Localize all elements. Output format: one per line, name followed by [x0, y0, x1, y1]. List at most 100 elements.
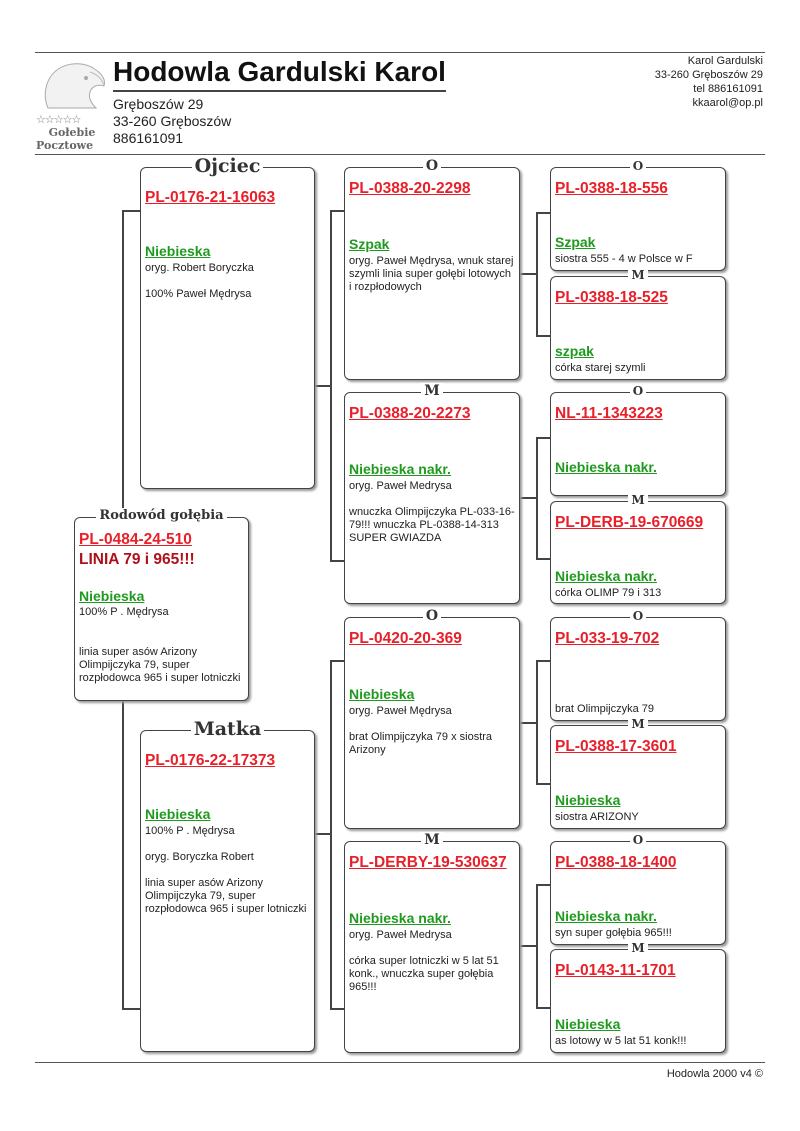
card-note: oryg. Robert Boryczka 100% Paweł Mędrysa [145, 262, 254, 300]
parent-label: M [345, 831, 519, 849]
pedigree-card-g3: O PL-0388-18-1400 Niebieska nakr. syn su… [550, 833, 726, 945]
contact-line: 33-260 Gręboszów 29 [654, 69, 763, 81]
connector-line [330, 560, 344, 562]
subject-card: Rodowód gołębia PL-0484-24-510 LINIA 79 … [74, 508, 249, 701]
color-name: Niebieska [349, 686, 415, 702]
color-name: szpak [555, 343, 594, 359]
color-name: Niebieska nakr. [349, 461, 451, 477]
connector-line [330, 660, 332, 1008]
ring-number: PL-0388-18-1400 [555, 854, 677, 871]
parent-label: O [551, 607, 725, 625]
connector-line [330, 1008, 344, 1010]
parent-label: O [345, 157, 519, 175]
parent-label: M [551, 491, 725, 509]
connector-line [536, 660, 538, 783]
pedigree-card-g3: M PL-0143-11-1701 Niebieska as lotowy w … [550, 941, 726, 1053]
logo-text-1: Gołebie [48, 126, 96, 139]
color-name: Niebieska nakr. [349, 910, 451, 926]
connector-line [536, 212, 538, 335]
connector-line [536, 884, 538, 1007]
subject-ring-number: PL-0484-24-510 [79, 531, 192, 548]
address-line: 33-260 Gręboszów [113, 113, 232, 129]
color-name: Niebieska nakr. [555, 568, 657, 584]
color-name: Szpak [555, 234, 596, 250]
parent-label: O [345, 607, 519, 625]
breeder-address: Gręboszów 29 33-260 Gręboszów 886161091 [113, 96, 231, 147]
ring-number: PL-0176-22-17373 [145, 752, 276, 769]
address-line: 886161091 [113, 130, 184, 146]
card-note: oryg. Paweł Medrysa wnuczka Olimpijczyka… [349, 480, 515, 544]
ring-number: PL-0388-17-3601 [555, 738, 677, 755]
parent-label: O [551, 157, 725, 175]
ring-number: PL-0388-20-2273 [349, 405, 471, 422]
logo-stars: ☆☆☆☆☆ [36, 114, 81, 126]
connector-line [122, 210, 140, 212]
ring-number: PL-DERB-19-670669 [555, 514, 704, 531]
subject-note: 100% P . Mędrysa [79, 606, 169, 618]
ring-number: PL-033-19-702 [555, 630, 660, 647]
connector-line [536, 783, 550, 785]
connector-line [122, 1008, 140, 1010]
connector-line [314, 385, 330, 387]
parent-label: O [551, 831, 725, 849]
pedigree-card-g2: O PL-0388-20-2298 Szpak oryg. Paweł Mędr… [344, 158, 520, 380]
connector-line [330, 210, 344, 212]
top-divider [35, 52, 765, 53]
connector-line [536, 884, 550, 886]
ring-number: PL-DERBY-19-530637 [349, 854, 507, 871]
footer-divider [35, 1062, 765, 1063]
logo-text-2: Pocztowe [36, 139, 94, 152]
connector-line [536, 335, 550, 337]
pedigree-card-g2: M PL-0388-20-2273 Niebieska nakr. oryg. … [344, 383, 520, 604]
connector-line [536, 558, 550, 560]
connector-line [330, 210, 332, 560]
connector-line [520, 945, 536, 947]
connector-line [536, 437, 538, 558]
contact-info: Karol Gardulski 33-260 Gręboszów 29 tel … [655, 54, 763, 110]
contact-line: tel 886161091 [693, 83, 763, 95]
footer-text: Hodowla 2000 v4 © [666, 1068, 763, 1080]
card-note: oryg. Paweł Mędrysa, wnuk starej szymli … [349, 255, 514, 293]
pedigree-card-g3: O NL-11-1343223 Niebieska nakr. [550, 384, 726, 496]
card-note: siostra 555 - 4 w Polsce w F [555, 253, 693, 265]
parent-label: M [551, 939, 725, 957]
card-note: córka OLIMP 79 i 313 [555, 587, 662, 599]
connector-line [520, 722, 536, 724]
pedigree-card-g2: O PL-0420-20-369 Niebieska oryg. Paweł M… [344, 608, 520, 829]
color-name: Niebieska [555, 1016, 621, 1032]
ring-number: PL-0143-11-1701 [555, 962, 676, 979]
ring-number: PL-0420-20-369 [349, 630, 462, 647]
subject-label: Rodowód gołębia [75, 507, 248, 525]
subject-color: Niebieska [79, 588, 145, 604]
color-name: Szpak [349, 236, 390, 252]
contact-line: Karol Gardulski [687, 55, 763, 67]
color-name: Niebieska [145, 243, 211, 259]
parent-label: M [551, 715, 725, 733]
card-note: córka starej szymli [555, 362, 646, 374]
color-name: Niebieska [555, 792, 621, 808]
connector-line [536, 437, 550, 439]
card-note: as lotowy w 5 lat 51 konk!!! [555, 1035, 687, 1047]
pedigree-card-g3: M PL-0388-18-525 szpak córka starej szym… [550, 268, 726, 380]
logo: ☆☆☆☆☆ Gołebie Pocztowe [36, 58, 108, 152]
connector-line [536, 660, 550, 662]
card-note: oryg. Paweł Mędrysa brat Olimpijczyka 79… [349, 705, 493, 756]
ring-number: PL-0176-21-16063 [145, 189, 276, 206]
pedigree-card-mother: Matka PL-0176-22-17373 Niebieska 100% P … [140, 718, 315, 1052]
ring-number: PL-0388-20-2298 [349, 180, 471, 197]
connector-line [330, 660, 344, 662]
parent-label: Ojciec [141, 155, 314, 177]
connector-line [536, 1007, 550, 1009]
parent-label: Matka [141, 718, 314, 740]
pedigree-card-g3: O PL-0388-18-556 Szpak siostra 555 - 4 w… [550, 159, 726, 271]
page-title: Hodowla Gardulski Karol [113, 55, 446, 92]
connector-line [520, 273, 536, 275]
pedigree-card-g3: M PL-DERB-19-670669 Niebieska nakr. córk… [550, 493, 726, 604]
card-note: oryg. Paweł Medrysa córka super lotniczk… [349, 929, 499, 993]
card-note: 100% P . Mędrysa oryg. Boryczka Robert l… [145, 825, 307, 915]
connector-line [536, 212, 550, 214]
parent-label: M [551, 266, 725, 284]
color-name: Niebieska [145, 806, 211, 822]
ring-number: NL-11-1343223 [555, 405, 663, 422]
ring-number: PL-0388-18-525 [555, 289, 668, 306]
